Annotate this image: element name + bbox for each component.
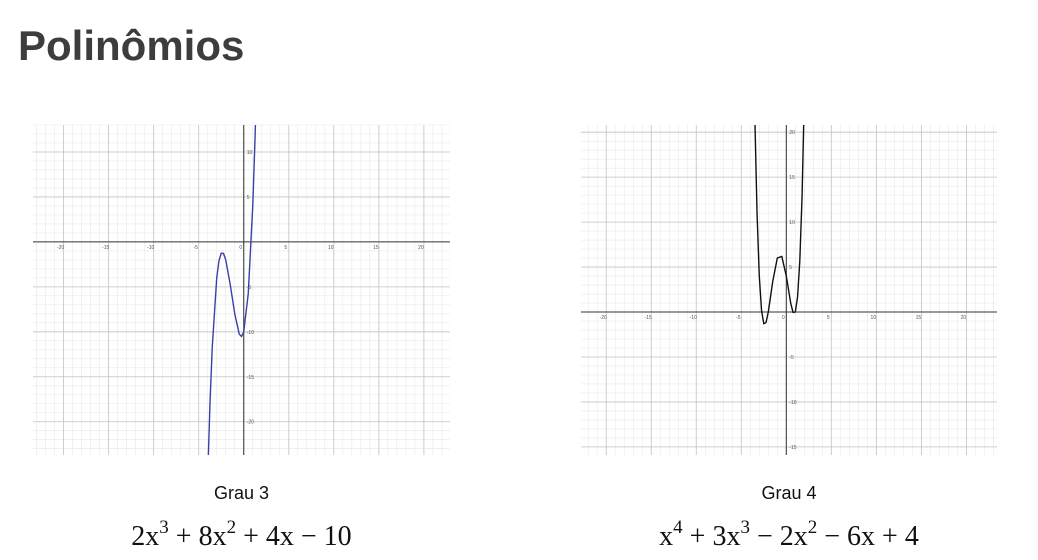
x-tick-label: -15 (645, 315, 652, 321)
x-tick-label: 5 (284, 245, 287, 251)
x-tick-label: -5 (193, 245, 198, 251)
formula-exponent: 4 (673, 517, 683, 538)
x-tick-label: 15 (373, 245, 379, 251)
slide-title: Polinômios (18, 22, 244, 69)
y-tick-label: 5 (789, 265, 792, 271)
formula-term: − 6x + 4 (817, 521, 919, 552)
y-tick-label: 10 (247, 150, 253, 156)
y-tick-label: -15 (789, 445, 796, 451)
y-tick-label: -15 (247, 375, 254, 381)
formula-term: + 8x (169, 521, 227, 552)
x-tick-label: 0 (782, 315, 785, 321)
caption: Grau 3 (214, 483, 269, 503)
x-tick-label: 5 (827, 315, 830, 321)
formula-term: + 4x − 10 (236, 521, 352, 552)
y-tick-label: -10 (789, 400, 796, 406)
plot: -20 -15 -10 -5 0 5 10 15 20 -15 -10 -5 5 10 15 20 (581, 125, 997, 455)
formula-exponent: 3 (159, 517, 169, 538)
x-tick-label: -5 (736, 315, 741, 321)
x-tick-label: 20 (418, 245, 424, 251)
x-tick-label: 15 (916, 315, 922, 321)
y-tick-label: 20 (789, 130, 795, 136)
x-tick-label: 0 (239, 245, 242, 251)
y-tick-label: -10 (247, 330, 254, 336)
formula-exponent: 2 (808, 517, 818, 538)
x-tick-label: -10 (147, 245, 154, 251)
y-tick-label: -5 (789, 355, 794, 361)
y-tick-label: 15 (789, 175, 795, 181)
y-tick-label: 5 (247, 195, 250, 201)
x-tick-label: -10 (690, 315, 697, 321)
formula-exponent: 3 (740, 517, 750, 538)
x-tick-label: -20 (600, 315, 607, 321)
formula-term: + 3x (683, 521, 741, 552)
x-tick-label: 20 (961, 315, 967, 321)
formula: x4 + 3x3 − 2x2 − 6x + 4 (659, 517, 919, 552)
x-tick-label: 10 (328, 245, 334, 251)
formula-term: 2x (131, 521, 159, 552)
y-tick-label: 10 (789, 220, 795, 226)
formula: 2x3 + 8x2 + 4x − 10 (131, 517, 351, 552)
formula-term: x (659, 521, 673, 552)
curve (754, 125, 805, 325)
y-tick-label: -20 (247, 420, 254, 426)
formula-term: − 2x (750, 521, 808, 552)
curve (207, 125, 257, 455)
formula-exponent: 2 (227, 517, 237, 538)
caption: Grau 4 (761, 483, 816, 503)
x-tick-label: 10 (871, 315, 877, 321)
x-tick-label: -15 (102, 245, 109, 251)
x-tick-label: -20 (57, 245, 64, 251)
